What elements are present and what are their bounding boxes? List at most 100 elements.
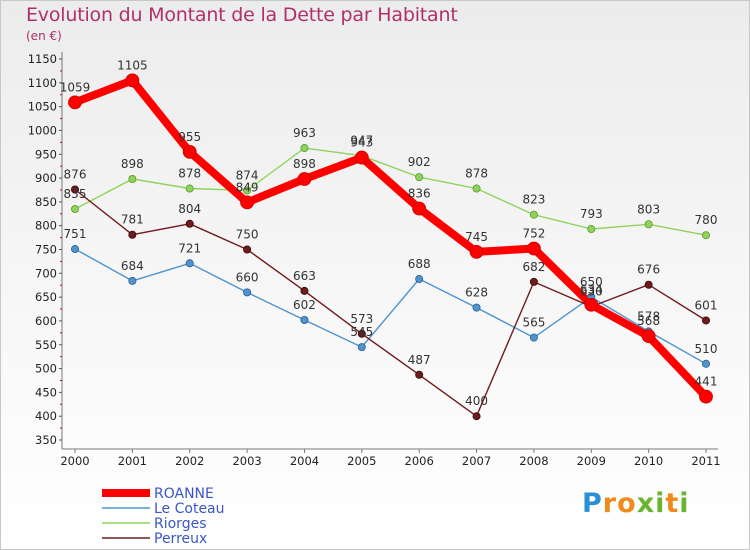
y-tick-label: 450 xyxy=(35,385,57,399)
data-label: 751 xyxy=(64,227,87,241)
data-label: 663 xyxy=(293,269,316,283)
data-point xyxy=(529,333,538,342)
data-point xyxy=(240,195,254,210)
y-tick-label: 500 xyxy=(35,362,57,376)
data-point xyxy=(472,303,481,312)
data-point xyxy=(300,315,309,324)
x-tick-label: 2001 xyxy=(118,454,147,468)
data-point xyxy=(584,297,599,312)
data-point xyxy=(71,245,80,254)
data-label: 876 xyxy=(64,167,87,181)
y-tick-label: 750 xyxy=(35,243,57,257)
x-tick-label: 2011 xyxy=(691,454,720,468)
legend-label: Perreux xyxy=(154,531,207,547)
data-point xyxy=(644,280,653,289)
y-tick-label: 650 xyxy=(35,290,57,304)
data-labels: 751 684 721 660 602 545 688 628 565 650 578 510 835 8… xyxy=(60,58,718,408)
axes: 350 400 450 500 550 600 650 700 750 800 850 900 950 1… xyxy=(28,52,721,468)
data-label: 902 xyxy=(408,155,431,169)
data-point xyxy=(185,219,194,228)
x-tick-label: 2010 xyxy=(634,454,663,468)
data-label: 660 xyxy=(236,270,259,284)
data-label: 634 xyxy=(580,283,603,297)
data-point xyxy=(185,184,194,193)
y-tick-label: 600 xyxy=(35,314,57,328)
data-label: 793 xyxy=(580,207,603,221)
y-tick-label: 1050 xyxy=(28,100,57,114)
data-point xyxy=(699,389,713,404)
data-label: 780 xyxy=(695,213,718,227)
data-label: 602 xyxy=(293,298,316,312)
data-label: 745 xyxy=(465,230,488,244)
series-line-1 xyxy=(71,76,710,401)
data-label: 487 xyxy=(408,353,431,367)
data-point xyxy=(587,225,596,234)
data-point xyxy=(182,144,197,159)
data-point xyxy=(128,276,137,285)
x-tick-label: 2003 xyxy=(232,454,261,468)
data-label: 628 xyxy=(465,286,488,300)
data-point xyxy=(71,205,80,214)
data-label: 898 xyxy=(293,157,316,171)
y-tick-label: 1100 xyxy=(28,76,57,90)
data-label: 682 xyxy=(522,260,545,274)
data-label: 1059 xyxy=(60,80,91,94)
y-tick-label: 900 xyxy=(35,171,57,185)
data-label: 836 xyxy=(408,187,431,201)
y-tick-label: 1000 xyxy=(28,123,57,137)
unit-label: (en €) xyxy=(26,29,62,43)
data-label: 835 xyxy=(64,187,87,201)
legend-label: ROANNE xyxy=(154,486,214,502)
x-tick-label: 2006 xyxy=(405,454,434,468)
data-point xyxy=(357,343,366,352)
proxiti-logo: Proxiti xyxy=(582,488,690,519)
data-label: 878 xyxy=(178,167,201,181)
data-point xyxy=(415,275,424,284)
data-point xyxy=(297,172,312,186)
y-tick-label: 850 xyxy=(35,195,57,209)
data-label: 400 xyxy=(465,394,488,408)
data-point xyxy=(527,241,541,256)
data-label: 947 xyxy=(350,134,373,148)
data-point xyxy=(702,359,711,368)
data-label: 601 xyxy=(695,298,718,312)
x-tick-label: 2007 xyxy=(462,454,491,468)
data-label: 878 xyxy=(465,167,488,181)
data-point xyxy=(128,230,137,239)
data-label: 803 xyxy=(637,202,660,216)
data-point xyxy=(529,277,538,286)
data-point xyxy=(128,175,137,184)
data-point xyxy=(529,210,538,219)
y-tick-label: 950 xyxy=(35,147,57,161)
data-label: 684 xyxy=(121,259,144,273)
data-label: 750 xyxy=(236,228,259,242)
data-point xyxy=(243,245,252,254)
data-label: 955 xyxy=(178,130,201,144)
data-point xyxy=(243,288,252,297)
data-label: 510 xyxy=(695,342,718,356)
series-line-4 xyxy=(74,188,707,417)
data-point xyxy=(185,259,194,268)
data-point xyxy=(702,231,711,240)
data-label: 721 xyxy=(178,241,201,255)
data-label: 568 xyxy=(637,314,660,328)
legend-label: Riorges xyxy=(154,516,207,532)
x-tick-label: 2000 xyxy=(60,454,89,468)
data-point xyxy=(472,412,481,421)
series-line-2 xyxy=(74,248,707,365)
data-label: 650 xyxy=(580,275,603,289)
series-line-3 xyxy=(74,147,707,236)
legend-label: Le Coteau xyxy=(154,501,225,517)
y-tick-label: 350 xyxy=(35,433,57,447)
data-label: 573 xyxy=(350,312,373,326)
chart-title: Evolution du Montant de la Dette par Hab… xyxy=(26,4,458,26)
data-label: 565 xyxy=(522,316,545,330)
data-label: 823 xyxy=(522,193,545,207)
data-label: 688 xyxy=(408,257,431,271)
data-label: 874 xyxy=(236,168,259,182)
x-tick-label: 2008 xyxy=(519,454,548,468)
data-label: 849 xyxy=(236,180,259,194)
